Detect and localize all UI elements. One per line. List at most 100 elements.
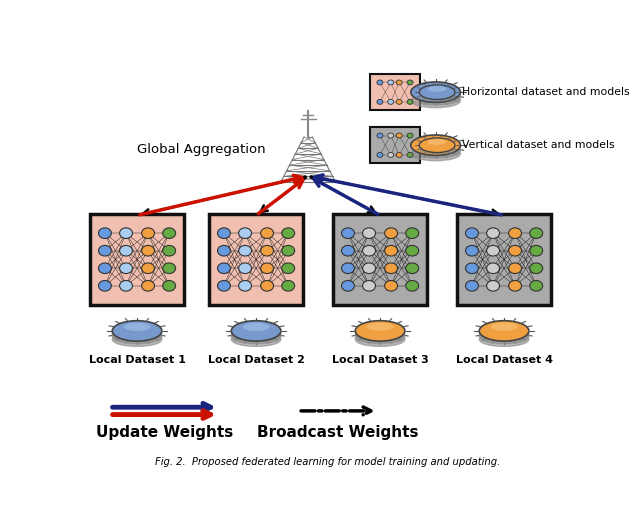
Circle shape: [363, 245, 376, 256]
Ellipse shape: [428, 139, 447, 145]
Circle shape: [99, 245, 111, 256]
Circle shape: [377, 80, 383, 85]
Circle shape: [530, 228, 543, 238]
Circle shape: [120, 263, 132, 273]
Ellipse shape: [419, 145, 455, 154]
Text: Horizontal dataset and models: Horizontal dataset and models: [462, 87, 630, 97]
Ellipse shape: [231, 332, 281, 347]
Text: Global Aggregation: Global Aggregation: [137, 143, 266, 156]
Circle shape: [486, 245, 499, 256]
Circle shape: [99, 228, 111, 238]
Ellipse shape: [419, 92, 455, 101]
Ellipse shape: [419, 143, 455, 152]
Circle shape: [141, 280, 154, 291]
Circle shape: [388, 80, 394, 85]
Circle shape: [406, 245, 419, 256]
Circle shape: [218, 280, 230, 291]
Circle shape: [486, 280, 499, 291]
Ellipse shape: [479, 327, 529, 341]
Circle shape: [239, 228, 252, 238]
Circle shape: [239, 245, 252, 256]
FancyBboxPatch shape: [371, 127, 419, 163]
Circle shape: [363, 228, 376, 238]
FancyBboxPatch shape: [457, 215, 552, 305]
Circle shape: [342, 263, 355, 273]
Ellipse shape: [112, 321, 162, 341]
Circle shape: [406, 280, 419, 291]
Text: Fig. 2.  Proposed federated learning for model training and updating.: Fig. 2. Proposed federated learning for …: [156, 457, 500, 467]
Text: Local Dataset 3: Local Dataset 3: [332, 356, 428, 365]
Circle shape: [260, 228, 273, 238]
Circle shape: [396, 80, 402, 85]
Circle shape: [377, 133, 383, 138]
Ellipse shape: [124, 323, 150, 331]
Ellipse shape: [231, 321, 281, 341]
Ellipse shape: [411, 144, 460, 158]
Circle shape: [239, 280, 252, 291]
Ellipse shape: [411, 147, 460, 161]
Circle shape: [141, 245, 154, 256]
Circle shape: [99, 280, 111, 291]
Circle shape: [282, 228, 294, 238]
Ellipse shape: [428, 86, 447, 92]
Circle shape: [120, 245, 132, 256]
Circle shape: [509, 263, 522, 273]
Text: Local Dataset 2: Local Dataset 2: [207, 356, 305, 365]
Circle shape: [163, 228, 175, 238]
Ellipse shape: [411, 135, 460, 155]
Text: Local Dataset 4: Local Dataset 4: [456, 356, 552, 365]
Ellipse shape: [112, 332, 162, 347]
Circle shape: [377, 100, 383, 104]
Text: Vertical dataset and models: Vertical dataset and models: [462, 140, 614, 150]
Circle shape: [385, 245, 397, 256]
Circle shape: [406, 228, 419, 238]
Ellipse shape: [411, 141, 460, 155]
Ellipse shape: [355, 321, 405, 341]
Circle shape: [530, 280, 543, 291]
Circle shape: [530, 263, 543, 273]
FancyBboxPatch shape: [90, 215, 184, 305]
Circle shape: [120, 228, 132, 238]
Circle shape: [509, 280, 522, 291]
Ellipse shape: [355, 327, 405, 341]
Circle shape: [141, 263, 154, 273]
Ellipse shape: [112, 327, 162, 341]
Ellipse shape: [243, 323, 269, 331]
Circle shape: [407, 80, 413, 85]
Ellipse shape: [419, 90, 455, 99]
Ellipse shape: [479, 330, 529, 343]
Ellipse shape: [112, 330, 162, 343]
Circle shape: [388, 153, 394, 157]
Text: Broadcast Weights: Broadcast Weights: [257, 425, 419, 440]
Circle shape: [377, 153, 383, 157]
Circle shape: [120, 280, 132, 291]
Text: Local Dataset 1: Local Dataset 1: [88, 356, 186, 365]
Circle shape: [342, 245, 355, 256]
Circle shape: [465, 245, 479, 256]
Circle shape: [218, 263, 230, 273]
Circle shape: [385, 228, 397, 238]
Ellipse shape: [411, 94, 460, 108]
Circle shape: [465, 228, 479, 238]
Circle shape: [239, 263, 252, 273]
Circle shape: [407, 133, 413, 138]
Ellipse shape: [355, 332, 405, 347]
Circle shape: [407, 153, 413, 157]
Circle shape: [385, 280, 397, 291]
Ellipse shape: [479, 321, 529, 341]
Circle shape: [388, 100, 394, 104]
Circle shape: [218, 245, 230, 256]
Text: Update Weights: Update Weights: [96, 425, 233, 440]
Ellipse shape: [231, 330, 281, 343]
FancyBboxPatch shape: [209, 215, 303, 305]
Circle shape: [385, 263, 397, 273]
Circle shape: [486, 228, 499, 238]
Circle shape: [163, 263, 175, 273]
Circle shape: [342, 228, 355, 238]
Circle shape: [218, 228, 230, 238]
Circle shape: [509, 228, 522, 238]
Ellipse shape: [479, 332, 529, 347]
Circle shape: [396, 133, 402, 138]
Circle shape: [282, 280, 294, 291]
Circle shape: [396, 100, 402, 104]
